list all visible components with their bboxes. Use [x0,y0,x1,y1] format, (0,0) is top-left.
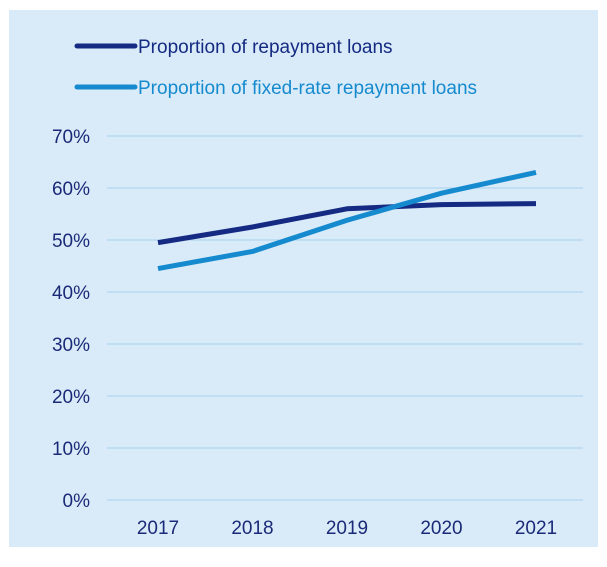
y-tick-label: 20% [52,387,90,408]
y-axis-tick-labels: 0% 10% 20% 30% 40% 50% 60% 70% [52,127,90,512]
legend-label: Proportion of repayment loans [138,37,393,58]
y-tick-label: 30% [52,335,90,356]
y-tick-label: 10% [52,439,90,460]
x-tick-label: 2017 [137,518,179,539]
x-axis-tick-labels: 2017 2018 2019 2020 2021 [137,518,557,539]
y-tick-label: 50% [52,231,90,252]
chart-panel [9,10,598,547]
legend: Proportion of repayment loans Proportion … [74,37,477,99]
y-tick-label: 0% [63,491,91,512]
series-line-1 [157,201,537,246]
series-lines [157,169,537,272]
series-line-2 [157,169,537,272]
y-tick-label: 70% [52,127,90,148]
x-tick-label: 2021 [515,518,557,539]
x-tick-label: 2019 [326,518,368,539]
y-tick-label: 60% [52,179,90,200]
y-tick-label: 40% [52,283,90,304]
legend-label: Proportion of fixed-rate repayment loans [138,78,477,99]
x-tick-label: 2020 [420,518,462,539]
gridlines [107,135,583,501]
x-tick-label: 2018 [231,518,273,539]
